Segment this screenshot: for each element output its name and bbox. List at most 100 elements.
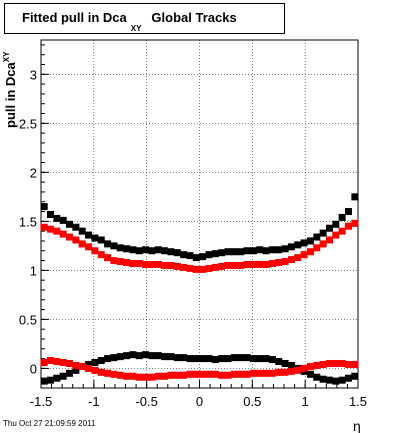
data-point <box>230 354 238 362</box>
data-point <box>142 260 150 268</box>
y-tick-label: 0 <box>30 361 37 376</box>
data-point <box>262 369 270 377</box>
data-point <box>192 370 200 378</box>
data-point <box>78 227 86 235</box>
data-point <box>85 243 93 251</box>
data-point <box>192 265 200 273</box>
data-point <box>116 371 124 379</box>
data-point <box>319 229 327 237</box>
data-point <box>287 361 295 369</box>
data-point <box>91 247 99 255</box>
data-point <box>148 260 156 268</box>
data-point <box>300 239 308 247</box>
x-tick-label: 1.5 <box>349 394 367 409</box>
data-point <box>262 247 270 255</box>
data-point <box>110 242 118 250</box>
data-point <box>129 246 137 254</box>
x-tick-label: 0 <box>196 394 203 409</box>
y-tick-label: 1.5 <box>19 214 37 229</box>
data-point <box>338 359 346 367</box>
data-point <box>110 257 118 265</box>
data-point <box>237 261 245 269</box>
data-point <box>268 246 276 254</box>
data-point <box>300 251 308 259</box>
data-point <box>351 219 359 227</box>
data-point <box>281 368 289 376</box>
data-point <box>154 372 162 380</box>
y-tick-label: 2.5 <box>19 116 37 131</box>
data-point <box>205 355 213 363</box>
data-point <box>313 244 321 252</box>
data-point <box>129 351 137 359</box>
x-tick-label: 0.5 <box>243 394 261 409</box>
data-point <box>116 353 124 361</box>
data-point <box>180 263 188 271</box>
x-tick-label: -1.5 <box>30 394 52 409</box>
data-point <box>66 220 74 228</box>
data-point <box>180 251 188 259</box>
data-point <box>66 369 74 377</box>
data-point <box>47 225 55 233</box>
data-point <box>294 241 302 249</box>
data-point <box>104 254 112 262</box>
data-point <box>167 248 175 256</box>
data-point <box>53 214 61 222</box>
data-point <box>104 369 112 377</box>
data-point <box>78 362 86 370</box>
data-point <box>287 367 295 375</box>
data-point <box>104 355 112 363</box>
data-point <box>224 261 232 269</box>
y-axis-label-subscript: XY <box>2 51 11 62</box>
data-point <box>186 370 194 378</box>
data-point <box>256 260 264 268</box>
data-point <box>148 247 156 255</box>
data-point <box>72 236 80 244</box>
data-point <box>275 246 283 254</box>
data-point <box>135 260 143 268</box>
data-point <box>230 261 238 269</box>
data-point <box>281 359 289 367</box>
data-point <box>129 260 137 268</box>
data-point <box>180 354 188 362</box>
chart-title-suffix: Global Tracks <box>151 10 236 25</box>
data-point <box>300 364 308 372</box>
data-point <box>192 355 200 363</box>
data-point <box>161 261 169 269</box>
data-point <box>319 240 327 248</box>
data-point <box>243 260 251 268</box>
data-point <box>173 371 181 379</box>
data-point <box>313 233 321 241</box>
data-point <box>256 246 264 254</box>
data-point <box>53 227 61 235</box>
data-point <box>332 231 340 239</box>
data-point <box>262 260 270 268</box>
data-point <box>59 359 67 367</box>
x-tick-label: 1 <box>302 394 309 409</box>
data-point <box>180 371 188 379</box>
data-point <box>148 352 156 360</box>
timestamp-label: Thu Oct 27 21:09:59 2011 <box>3 419 96 428</box>
data-point <box>199 370 207 378</box>
data-point <box>275 259 283 267</box>
data-point <box>142 351 150 359</box>
data-point <box>243 247 251 255</box>
y-tick-label: 0.5 <box>19 312 37 327</box>
data-point <box>40 377 48 385</box>
data-point <box>224 248 232 256</box>
chart-title-subscript: XY <box>131 24 142 33</box>
data-point <box>40 223 48 231</box>
data-point <box>224 371 232 379</box>
data-point <box>110 354 118 362</box>
data-point <box>224 355 232 363</box>
data-point <box>40 203 48 211</box>
data-point <box>129 372 137 380</box>
data-point <box>72 361 80 369</box>
data-point <box>123 245 131 253</box>
data-point <box>249 369 257 377</box>
data-point <box>281 245 289 253</box>
data-point <box>287 243 295 251</box>
data-point <box>192 254 200 262</box>
data-point <box>319 375 327 383</box>
data-point <box>218 262 226 270</box>
data-point <box>104 240 112 248</box>
